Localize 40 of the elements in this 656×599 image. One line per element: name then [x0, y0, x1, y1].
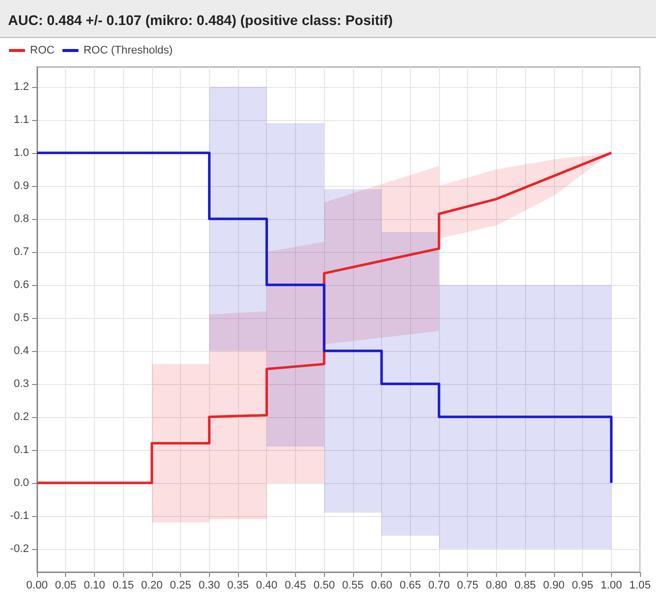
y-tick-label: -0.2: [10, 542, 29, 555]
x-tick-label: 0.10: [84, 580, 106, 592]
chart-title: AUC: 0.484 +/- 0.107 (mikro: 0.484) (positive class: Positif): [0, 0, 656, 38]
legend-label: ROC (Thresholds): [83, 44, 173, 56]
x-tick-label: 0.90: [543, 580, 565, 592]
x-tick-label: 1.00: [600, 580, 622, 592]
x-tick-label: 0.20: [141, 580, 163, 592]
x-tick-label: 0.15: [112, 580, 134, 592]
x-tick-label: 0.70: [428, 580, 450, 592]
x-tick-label: 0.55: [342, 580, 364, 592]
x-tick-label: 0.65: [400, 580, 421, 592]
y-tick-label: 0.8: [14, 212, 29, 225]
x-tick-label: 0.85: [514, 580, 536, 592]
x-tick-label: 0.05: [55, 580, 76, 592]
x-tick-label: 0.45: [284, 580, 306, 592]
y-tick-label: -0.1: [10, 510, 29, 522]
y-tick-label: 1.0: [14, 146, 29, 159]
y-tick-label: 0.5: [14, 312, 29, 324]
x-tick-label: 1.05: [629, 580, 651, 592]
x-tick-label: 0.75: [457, 580, 478, 592]
y-tick-label: 0.0: [14, 476, 29, 489]
x-tick-label: 0.30: [198, 580, 220, 592]
y-tick-label: 0.3: [14, 378, 29, 390]
y-tick-label: 0.6: [14, 278, 29, 291]
y-tick-label: 0.2: [14, 410, 29, 423]
x-tick-label: 0.40: [256, 580, 278, 592]
x-tick-label: 0.00: [26, 580, 48, 592]
y-tick-label: 0.7: [14, 246, 29, 258]
y-tick-label: 0.1: [14, 444, 29, 456]
y-tick-label: 1.1: [14, 114, 29, 126]
x-tick-label: 0.60: [370, 580, 392, 592]
x-tick-label: 0.95: [572, 580, 594, 592]
legend-label: ROC: [30, 44, 54, 56]
y-tick-label: 0.9: [14, 180, 29, 192]
y-tick-label: 0.4: [14, 344, 29, 357]
x-tick-label: 0.80: [486, 580, 508, 592]
x-tick-label: 0.50: [313, 580, 335, 592]
y-tick-label: 1.2: [14, 80, 29, 93]
x-tick-label: 0.35: [227, 580, 249, 592]
x-tick-label: 0.25: [170, 580, 192, 592]
